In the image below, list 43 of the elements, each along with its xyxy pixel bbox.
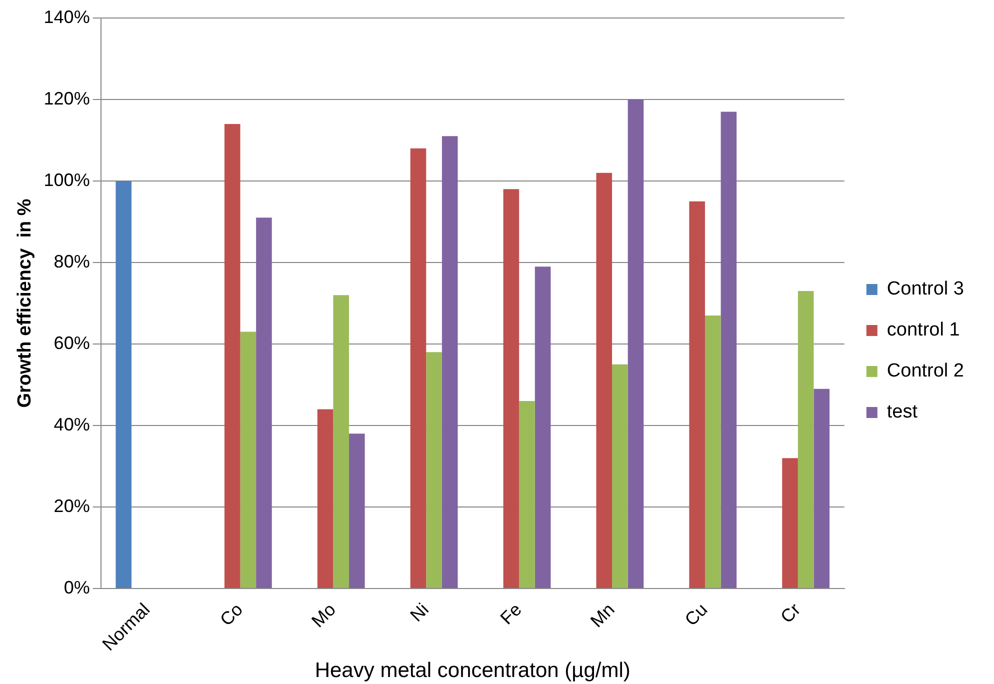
y-axis-title: Growth efficiency in % [14,198,36,408]
y-tick-label: 0% [64,577,90,598]
bar [256,218,272,588]
bar [317,409,334,588]
y-tick-label: 40% [54,414,90,434]
bar [349,434,365,588]
bar [534,266,551,588]
y-tick-label: 120% [44,88,90,108]
legend-label: test [886,402,918,423]
legend-label: control 1 [886,320,960,341]
bar [798,291,814,588]
bar [503,189,520,588]
bar [814,388,830,588]
x-axis-title: Heavy metal concentraton (µg/ml) [314,659,630,682]
bar [689,201,705,588]
bar [612,364,628,588]
x-tick-label: Cr [776,599,804,627]
bar [426,352,442,588]
bar [720,112,737,588]
x-tick-label: Ni [406,599,432,626]
bar [410,148,426,588]
legend-label: Control 2 [886,360,964,382]
y-tick-label: 100% [44,170,90,190]
bar [333,295,350,588]
legend-label: Control 3 [886,278,964,300]
y-tick-label: 20% [54,496,90,516]
x-tick-label: Cu [680,599,712,630]
bar [224,124,240,588]
x-tick-label: Mn [586,599,618,632]
x-tick-label: Co [216,599,247,630]
y-tick-label: 80% [54,251,90,272]
bar [596,172,612,588]
bar [240,332,256,588]
y-tick-label: 140% [44,6,90,27]
bar [628,100,644,588]
bar [442,136,458,588]
y-tick-label: 60% [54,332,90,353]
bar [704,315,721,588]
x-tick-label: Fe [496,599,526,628]
x-tick-label: Mo [308,599,340,632]
bar [519,401,535,588]
bar [116,181,132,588]
bar [782,458,798,588]
